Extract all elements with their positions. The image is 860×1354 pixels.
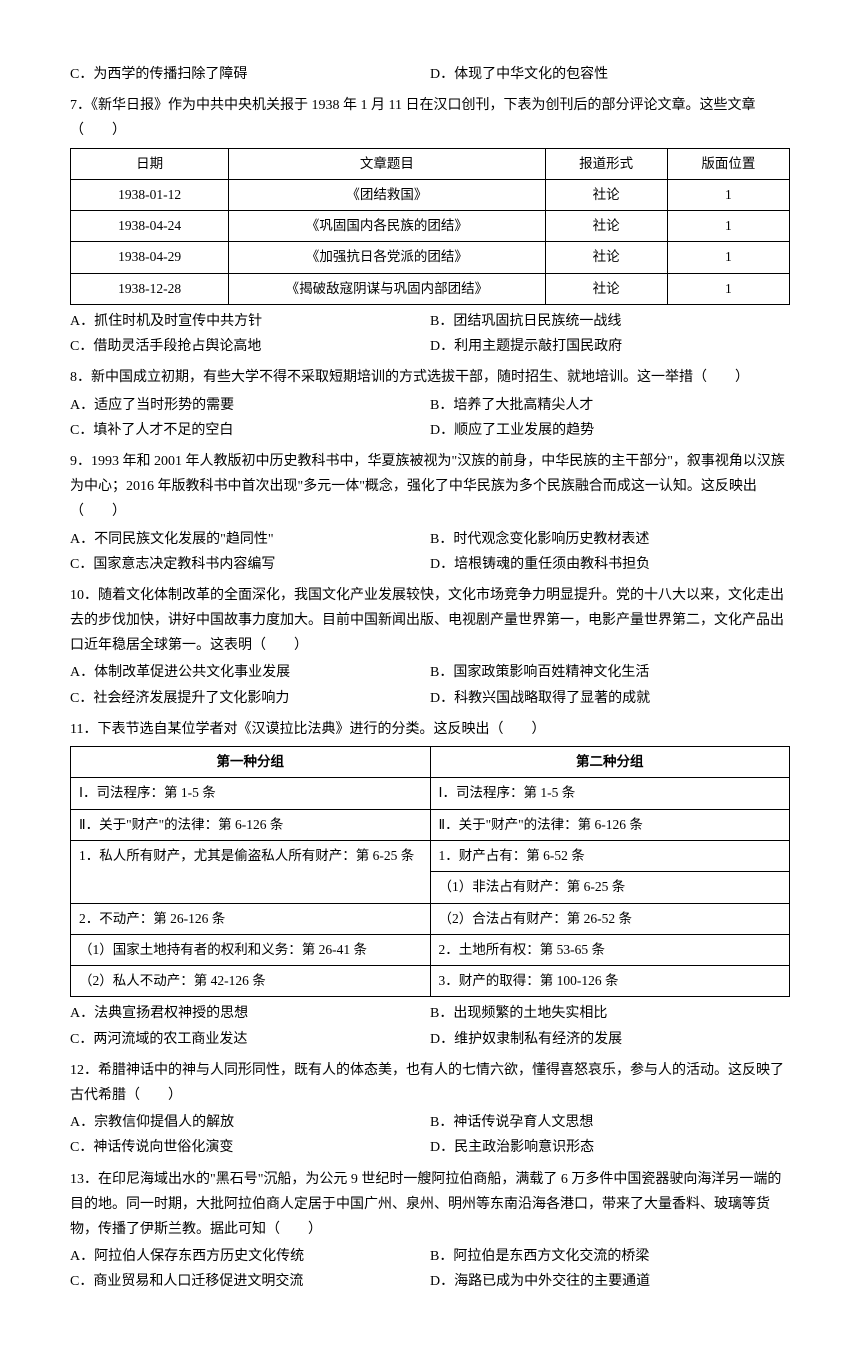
q11-option-a: A．法典宣扬君权神授的思想 bbox=[70, 1001, 430, 1026]
q7-th-3: 版面位置 bbox=[667, 148, 789, 179]
table-row: Ⅰ．司法程序：第 1-5 条 Ⅰ．司法程序：第 1-5 条 bbox=[71, 778, 790, 809]
q13-option-b: B．阿拉伯是东西方文化交流的桥梁 bbox=[430, 1244, 790, 1269]
table-row: 1．私人所有财产，尤其是偷盗私人所有财产：第 6-25 条 1．财产占有：第 6… bbox=[71, 840, 790, 871]
table-row: 1938-04-29 《加强抗日各党派的团结》 社论 1 bbox=[71, 242, 790, 273]
q7-option-c: C．借助灵活手段抢占舆论高地 bbox=[70, 334, 430, 359]
q11-option-c: C．两河流域的农工商业发达 bbox=[70, 1027, 430, 1052]
q7-option-d: D．利用主题提示敲打国民政府 bbox=[430, 334, 790, 359]
q13-options: A．阿拉伯人保存东西方历史文化传统 B．阿拉伯是东西方文化交流的桥梁 C．商业贸… bbox=[70, 1244, 790, 1294]
q11-th-0: 第一种分组 bbox=[71, 747, 431, 778]
q10-stem: 10．随着文化体制改革的全面深化，我国文化产业发展较快，文化市场竞争力明显提升。… bbox=[70, 583, 790, 659]
q6-option-d: D．体现了中华文化的包容性 bbox=[430, 62, 790, 87]
q7-th-0: 日期 bbox=[71, 148, 229, 179]
q7-option-a: A．抓住时机及时宣传中共方针 bbox=[70, 309, 430, 334]
q9-option-b: B．时代观念变化影响历史教材表述 bbox=[430, 527, 790, 552]
q6-options: C．为西学的传播扫除了障碍 D．体现了中华文化的包容性 bbox=[70, 62, 790, 87]
table-row: 2．不动产：第 26-126 条 （2）合法占有财产：第 26-52 条 bbox=[71, 903, 790, 934]
q12-option-d: D．民主政治影响意识形态 bbox=[430, 1135, 790, 1160]
q13-option-a: A．阿拉伯人保存东西方历史文化传统 bbox=[70, 1244, 430, 1269]
q9-option-d: D．培根铸魂的重任须由教科书担负 bbox=[430, 552, 790, 577]
table-row: 1938-12-28 《揭破敌寇阴谋与巩固内部团结》 社论 1 bbox=[71, 273, 790, 304]
q13-stem: 13．在印尼海域出水的"黑石号"沉船，为公元 9 世纪时一艘阿拉伯商船，满载了 … bbox=[70, 1167, 790, 1243]
q7-table: 日期 文章题目 报道形式 版面位置 1938-01-12 《团结救国》 社论 1… bbox=[70, 148, 790, 305]
q7-options: A．抓住时机及时宣传中共方针 B．团结巩固抗日民族统一战线 C．借助灵活手段抢占… bbox=[70, 309, 790, 359]
q11-option-b: B．出现频繁的土地失实相比 bbox=[430, 1001, 790, 1026]
q12-option-c: C．神话传说向世俗化演变 bbox=[70, 1135, 430, 1160]
q9-option-c: C．国家意志决定教科书内容编写 bbox=[70, 552, 430, 577]
table-header-row: 日期 文章题目 报道形式 版面位置 bbox=[71, 148, 790, 179]
q9-stem: 9．1993 年和 2001 年人教版初中历史教科书中，华夏族被视为"汉族的前身… bbox=[70, 449, 790, 525]
table-row: 1938-04-24 《巩固国内各民族的团结》 社论 1 bbox=[71, 211, 790, 242]
q12-stem: 12．希腊神话中的神与人同形同性，既有人的体态美，也有人的七情六欲，懂得喜怒哀乐… bbox=[70, 1058, 790, 1108]
q12-option-b: B．神话传说孕育人文思想 bbox=[430, 1110, 790, 1135]
q9-options: A．不同民族文化发展的"趋同性" B．时代观念变化影响历史教材表述 C．国家意志… bbox=[70, 527, 790, 577]
q11-table: 第一种分组 第二种分组 Ⅰ．司法程序：第 1-5 条 Ⅰ．司法程序：第 1-5 … bbox=[70, 746, 790, 997]
q6-option-c: C．为西学的传播扫除了障碍 bbox=[70, 62, 430, 87]
q11-options: A．法典宣扬君权神授的思想 B．出现频繁的土地失实相比 C．两河流域的农工商业发… bbox=[70, 1001, 790, 1051]
table-row: Ⅱ．关于"财产"的法律：第 6-126 条 Ⅱ．关于"财产"的法律：第 6-12… bbox=[71, 809, 790, 840]
q10-option-d: D．科教兴国战略取得了显著的成就 bbox=[430, 686, 790, 711]
q8-stem: 8．新中国成立初期，有些大学不得不采取短期培训的方式选拔干部，随时招生、就地培训… bbox=[70, 365, 790, 390]
q8-option-d: D．顺应了工业发展的趋势 bbox=[430, 418, 790, 443]
q10-option-c: C．社会经济发展提升了文化影响力 bbox=[70, 686, 430, 711]
q10-option-b: B．国家政策影响百姓精神文化生活 bbox=[430, 660, 790, 685]
q8-option-c: C．填补了人才不足的空白 bbox=[70, 418, 430, 443]
q13-option-d: D．海路已成为中外交往的主要通道 bbox=[430, 1269, 790, 1294]
table-row: （1）国家土地持有者的权利和义务：第 26-41 条 2．土地所有权：第 53-… bbox=[71, 934, 790, 965]
q12-option-a: A．宗教信仰提倡人的解放 bbox=[70, 1110, 430, 1135]
table-row: （2）私人不动产：第 42-126 条 3．财产的取得：第 100-126 条 bbox=[71, 966, 790, 997]
q7-th-2: 报道形式 bbox=[545, 148, 667, 179]
q11-stem: 11．下表节选自某位学者对《汉谟拉比法典》进行的分类。这反映出（ ） bbox=[70, 717, 790, 742]
q13-option-c: C．商业贸易和人口迁移促进文明交流 bbox=[70, 1269, 430, 1294]
q7-th-1: 文章题目 bbox=[229, 148, 545, 179]
q11-option-d: D．维护奴隶制私有经济的发展 bbox=[430, 1027, 790, 1052]
q12-options: A．宗教信仰提倡人的解放 B．神话传说孕育人文思想 C．神话传说向世俗化演变 D… bbox=[70, 1110, 790, 1160]
q7-option-b: B．团结巩固抗日民族统一战线 bbox=[430, 309, 790, 334]
q10-option-a: A．体制改革促进公共文化事业发展 bbox=[70, 660, 430, 685]
q10-options: A．体制改革促进公共文化事业发展 B．国家政策影响百姓精神文化生活 C．社会经济… bbox=[70, 660, 790, 710]
table-row: 1938-01-12 《团结救国》 社论 1 bbox=[71, 179, 790, 210]
q11-th-1: 第二种分组 bbox=[430, 747, 790, 778]
table-header-row: 第一种分组 第二种分组 bbox=[71, 747, 790, 778]
q9-option-a: A．不同民族文化发展的"趋同性" bbox=[70, 527, 430, 552]
q8-options: A．适应了当时形势的需要 B．培养了大批高精尖人才 C．填补了人才不足的空白 D… bbox=[70, 393, 790, 443]
q8-option-b: B．培养了大批高精尖人才 bbox=[430, 393, 790, 418]
q7-stem: 7．《新华日报》作为中共中央机关报于 1938 年 1 月 11 日在汉口创刊，… bbox=[70, 93, 790, 143]
q8-option-a: A．适应了当时形势的需要 bbox=[70, 393, 430, 418]
